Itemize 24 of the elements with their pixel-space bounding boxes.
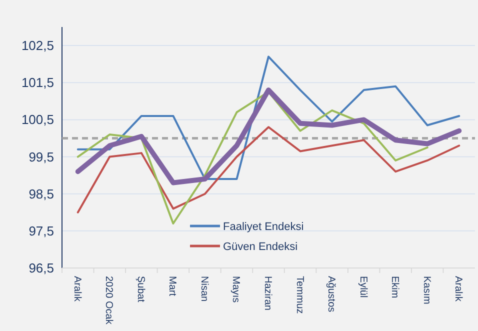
x-tick-label: Ekim <box>389 276 400 298</box>
x-tick-label: Şubat <box>134 276 146 302</box>
x-tick-label: Temmuz <box>294 276 305 314</box>
x-tick-label: Aralık <box>452 276 464 303</box>
x-tick-label: Nisan <box>198 276 210 302</box>
x-tick-label: Ağustos <box>326 276 337 312</box>
x-tick-label: Haziran <box>262 276 273 310</box>
y-tick-label: 98,5 <box>28 186 54 202</box>
x-tick-label: Aralık <box>71 276 82 303</box>
x-tick-label: Mart <box>166 276 178 296</box>
y-tick-label: 102,5 <box>21 38 54 54</box>
line-series <box>76 56 460 180</box>
x-tick-label: Mayıs <box>230 276 242 303</box>
y-tick-label: 96,5 <box>28 260 54 276</box>
y-tick-label: 99,5 <box>28 149 54 164</box>
legend-label: Güven Endeksi <box>223 240 298 253</box>
y-tick-label: 100,5 <box>21 112 54 128</box>
x-tick-label: Eylül <box>357 276 368 298</box>
x-tick-label: 2020 Ocak <box>103 276 114 326</box>
y-tick-label: 97,5 <box>28 223 54 238</box>
y-tick-label: 101,5 <box>21 75 54 90</box>
line-series <box>76 126 460 214</box>
x-tick-label: Kasım <box>420 276 432 304</box>
legend-label: Faaliyet Endeksi <box>223 220 304 233</box>
